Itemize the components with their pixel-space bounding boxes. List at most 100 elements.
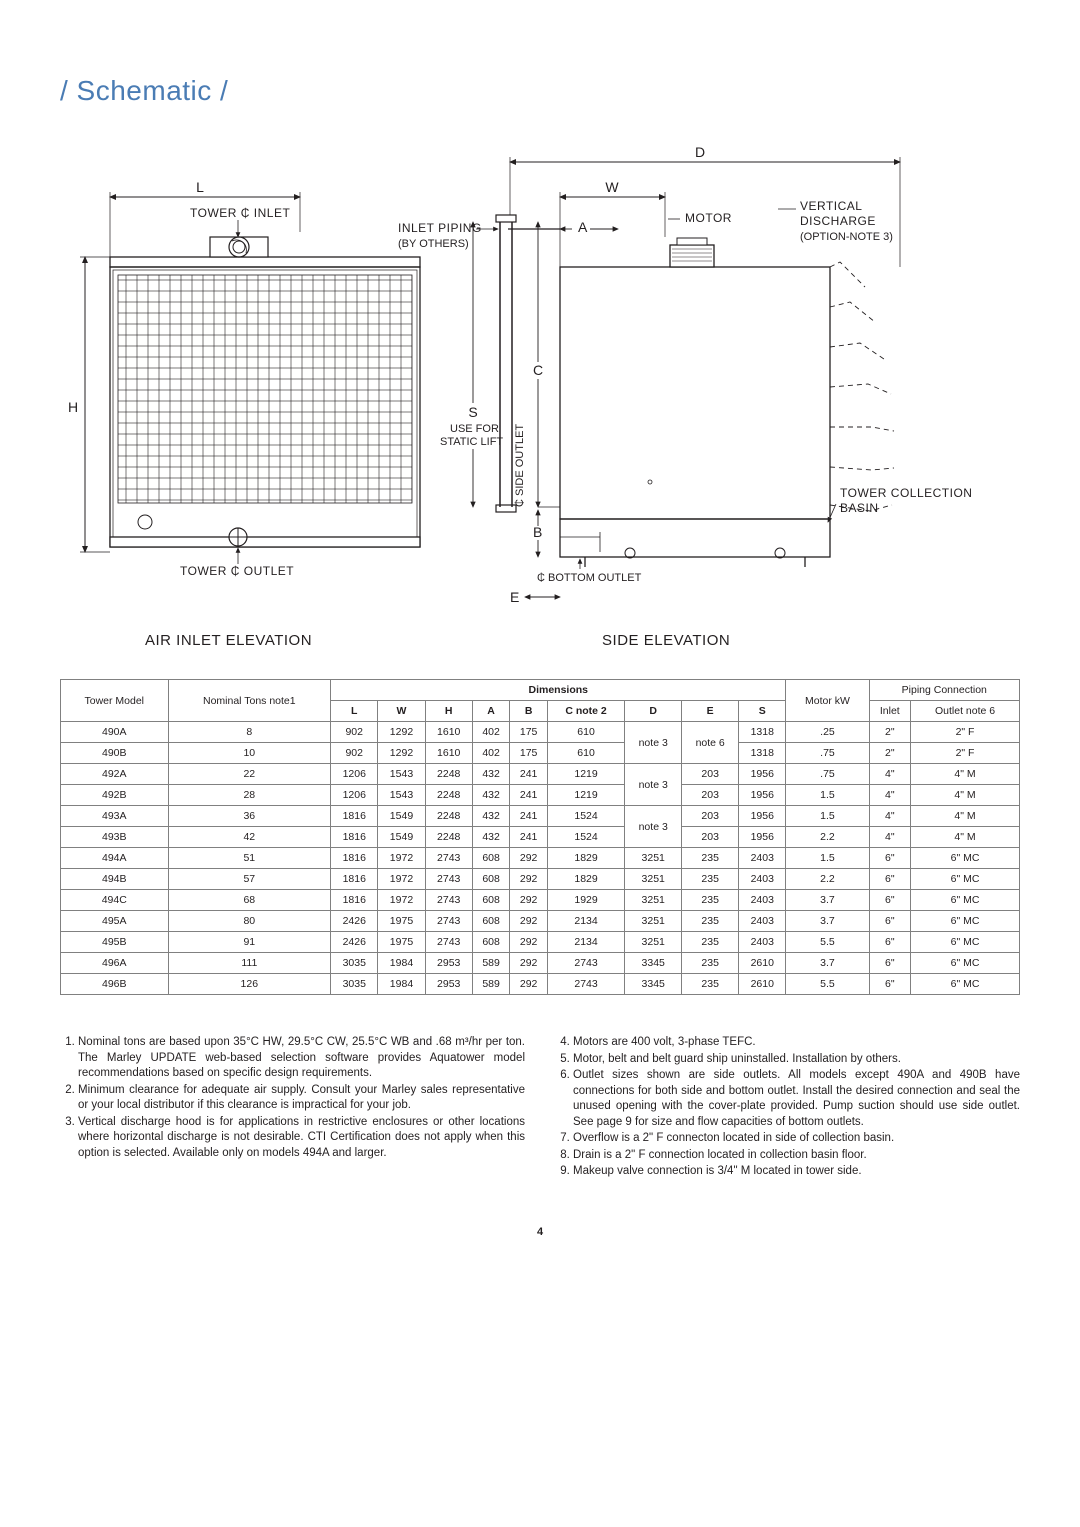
cell-H: 2248 [425, 764, 472, 785]
svg-text:₵ SIDE OUTLET: ₵ SIDE OUTLET [514, 424, 526, 507]
cell-A: 608 [472, 848, 510, 869]
cell-W: 1543 [378, 764, 425, 785]
th-S: S [739, 701, 786, 722]
cell-in: 4" [869, 785, 911, 806]
cell-out: 6" MC [911, 869, 1020, 890]
cell-A: 589 [472, 953, 510, 974]
cell-C: 1524 [547, 806, 624, 827]
cell-S: 2610 [739, 953, 786, 974]
cell-L: 1816 [331, 848, 378, 869]
cell-W: 1972 [378, 890, 425, 911]
th-D: D [625, 701, 682, 722]
cell-kw: 1.5 [786, 848, 869, 869]
cell-E: 235 [682, 932, 739, 953]
cell-L: 1816 [331, 890, 378, 911]
cell-D: 3345 [625, 953, 682, 974]
cell-S: 2403 [739, 848, 786, 869]
cell-out: 6" MC [911, 932, 1020, 953]
cell-m: 490A [61, 722, 169, 743]
elevation-labels: AIR INLET ELEVATION SIDE ELEVATION [60, 632, 1020, 649]
cell-S: 2403 [739, 869, 786, 890]
cell-in: 6" [869, 890, 911, 911]
cell-H: 2743 [425, 869, 472, 890]
svg-text:STATIC LIFT: STATIC LIFT [440, 436, 503, 448]
cell-D: 3251 [625, 932, 682, 953]
svg-text:(OPTION-NOTE 3): (OPTION-NOTE 3) [800, 231, 893, 243]
note-item: Overflow is a 2" F connecton located in … [573, 1131, 1020, 1147]
svg-text:USE FOR: USE FOR [450, 423, 499, 435]
cell-A: 432 [472, 806, 510, 827]
cell-A: 608 [472, 911, 510, 932]
cell-in: 6" [869, 848, 911, 869]
cell-out: 6" MC [911, 911, 1020, 932]
table-row: 495A802426197527436082922134325123524033… [61, 911, 1020, 932]
cell-kw: .25 [786, 722, 869, 743]
cell-L: 2426 [331, 911, 378, 932]
cell-B: 241 [510, 785, 548, 806]
svg-text:E: E [510, 589, 519, 605]
cell-m: 495A [61, 911, 169, 932]
cell-out: 6" MC [911, 953, 1020, 974]
svg-text:H: H [68, 399, 78, 415]
th-dimensions: Dimensions [331, 680, 786, 701]
cell-W: 1972 [378, 848, 425, 869]
cell-D: 3251 [625, 869, 682, 890]
cell-in: 4" [869, 764, 911, 785]
svg-text:B: B [533, 524, 542, 540]
cell-kw: 5.5 [786, 974, 869, 995]
table-row: 492B28120615432248432241121920319561.54"… [61, 785, 1020, 806]
cell-L: 1816 [331, 827, 378, 848]
cell-W: 1972 [378, 869, 425, 890]
cell-E: 235 [682, 953, 739, 974]
cell-W: 1543 [378, 785, 425, 806]
cell-H: 2743 [425, 848, 472, 869]
air-inlet-elevation-label: AIR INLET ELEVATION [145, 632, 312, 649]
cell-B: 175 [510, 722, 548, 743]
note-item: Outlet sizes shown are side outlets. All… [573, 1068, 1020, 1130]
cell-L: 1816 [331, 806, 378, 827]
table-row: 496B126303519842953589292274333452352610… [61, 974, 1020, 995]
cell-H: 2743 [425, 932, 472, 953]
cell-m: 496A [61, 953, 169, 974]
cell-out: 2" F [911, 722, 1020, 743]
cell-L: 902 [331, 743, 378, 764]
cell-t: 42 [168, 827, 331, 848]
cell-C: 2743 [547, 953, 624, 974]
cell-S: 2403 [739, 890, 786, 911]
cell-out: 4" M [911, 827, 1020, 848]
svg-text:TOWER ₵ INLET: TOWER ₵ INLET [190, 206, 290, 220]
svg-text:A: A [578, 219, 588, 235]
cell-out: 2" F [911, 743, 1020, 764]
side-elevation-label: SIDE ELEVATION [602, 632, 730, 649]
note-item: Nominal tons are based upon 35°C HW, 29.… [78, 1035, 525, 1082]
cell-A: 608 [472, 869, 510, 890]
svg-text:W: W [605, 179, 619, 195]
cell-S: 2403 [739, 932, 786, 953]
cell-C: 1929 [547, 890, 624, 911]
table-row: 492A221206154322484322411219note 3203195… [61, 764, 1020, 785]
cell-B: 241 [510, 764, 548, 785]
cell-S: 1956 [739, 764, 786, 785]
note-item: Vertical discharge hood is for applicati… [78, 1115, 525, 1162]
cell-E: 235 [682, 974, 739, 995]
cell-m: 493A [61, 806, 169, 827]
cell-D: 3251 [625, 890, 682, 911]
cell-B: 292 [510, 974, 548, 995]
svg-text:BASIN: BASIN [840, 501, 879, 515]
cell-m: 492A [61, 764, 169, 785]
cell-C: 1829 [547, 848, 624, 869]
svg-text:VERTICAL: VERTICAL [800, 199, 862, 213]
cell-in: 6" [869, 911, 911, 932]
cell-t: 22 [168, 764, 331, 785]
svg-text:TOWER COLLECTION: TOWER COLLECTION [840, 486, 972, 500]
cell-H: 2743 [425, 911, 472, 932]
cell-H: 2743 [425, 890, 472, 911]
cell-kw: 3.7 [786, 953, 869, 974]
cell-C: 1524 [547, 827, 624, 848]
svg-text:S: S [468, 404, 477, 420]
cell-E: 235 [682, 848, 739, 869]
cell-H: 1610 [425, 722, 472, 743]
cell-W: 1975 [378, 911, 425, 932]
svg-text:L: L [196, 179, 204, 195]
page-number: 4 [60, 1226, 1020, 1238]
